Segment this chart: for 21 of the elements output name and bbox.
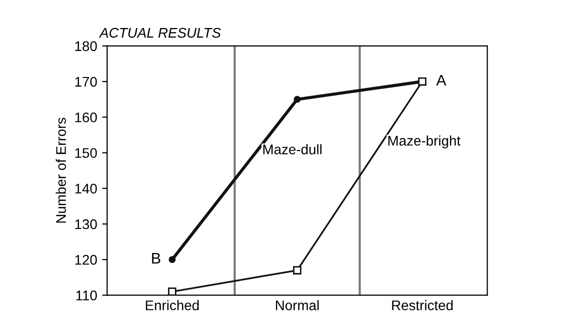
point bbox=[168, 287, 176, 296]
y-tick-label: 120 bbox=[75, 254, 97, 265]
annotation: A bbox=[436, 74, 446, 86]
point bbox=[168, 256, 176, 264]
y-tick-label: 170 bbox=[75, 76, 97, 87]
point bbox=[293, 266, 302, 274]
y-tick-label: 110 bbox=[76, 290, 97, 300]
series-label: Maze-dull bbox=[263, 144, 322, 154]
series-label: Maze-bright bbox=[388, 135, 460, 148]
point bbox=[294, 96, 301, 103]
y-axis-title: Number of Errors bbox=[56, 118, 66, 223]
x-tick-label: Enriched bbox=[146, 300, 199, 310]
y-tick-label: 180 bbox=[75, 41, 97, 52]
chart-title: ACTUAL RESULTS bbox=[98, 28, 221, 38]
annotation: B bbox=[152, 253, 160, 264]
y-tick-label: 160 bbox=[75, 112, 97, 122]
y-tick-label: 150 bbox=[75, 148, 97, 158]
x-tick-label: Normal bbox=[276, 300, 319, 310]
x-tick-label: Restricted bbox=[392, 300, 453, 310]
y-tick-label: 140 bbox=[75, 184, 97, 194]
y-tick-label: 130 bbox=[75, 219, 97, 230]
